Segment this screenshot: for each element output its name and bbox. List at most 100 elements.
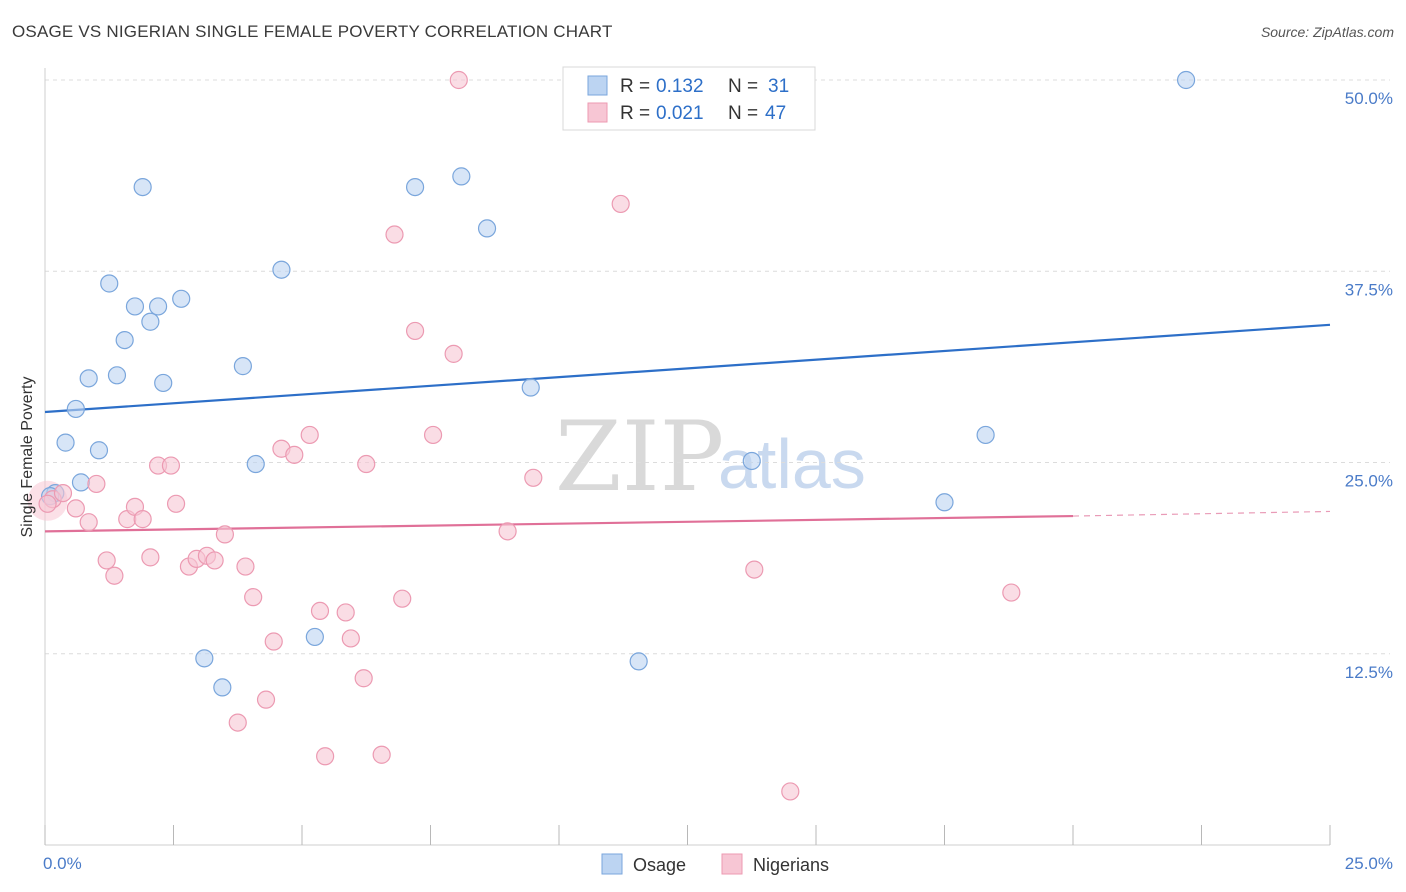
- nigerian-point-32: [357, 454, 376, 474]
- nigerian-point-38: [444, 344, 463, 363]
- y-axis-label: Single Female Poverty: [19, 377, 36, 538]
- watermark-zip: ZIP: [555, 401, 724, 513]
- osage-point-1: [56, 433, 75, 452]
- bottom-legend-nigerians-swatch: [721, 853, 743, 875]
- y-tick-label-1: 25.0%: [1345, 472, 1393, 491]
- source-credit: Source: ZipAtlas.com: [1260, 24, 1394, 40]
- osage-point-26: [742, 451, 761, 471]
- legend-osage-n-label: N =: [728, 76, 758, 97]
- osage-point-4: [71, 473, 91, 492]
- nigerian-point-17: [205, 551, 224, 570]
- nigerian-point-27: [310, 601, 330, 621]
- nigerian-point-30: [341, 629, 360, 648]
- nigerian-point-43: [745, 560, 764, 579]
- legend: R = 0.132 N = 31 R = 0.021 N = 47: [562, 66, 816, 131]
- osage-point-29: [1176, 70, 1196, 90]
- nigerian-point-20: [236, 557, 255, 576]
- nigerian-point-36: [405, 321, 425, 341]
- osage-point-24: [521, 378, 540, 397]
- chart-title: OSAGE VS NIGERIAN SINGLE FEMALE POVERTY …: [12, 22, 613, 41]
- nigerian-trend-extension: [1072, 510, 1331, 517]
- trend-lines: [44, 323, 1331, 533]
- nigerian-point-9: [133, 510, 152, 529]
- legend-nigerians-r-value: 0.021: [656, 103, 704, 124]
- data-points: [27, 70, 1196, 801]
- osage-point-11: [141, 312, 160, 331]
- osage-trend-line: [44, 323, 1331, 414]
- osage-point-6: [100, 274, 119, 293]
- watermark: ZIP atlas: [555, 401, 866, 513]
- nigerian-point-21: [244, 588, 263, 607]
- legend-nigerians-n-label: N =: [728, 103, 758, 124]
- nigerian-point-44: [781, 782, 800, 801]
- nigerian-point-1: [53, 484, 73, 503]
- nigerian-point-6: [105, 566, 124, 585]
- legend-osage-swatch: [587, 75, 608, 96]
- nigerian-point-45: [1002, 583, 1021, 602]
- osage-point-9: [125, 297, 145, 316]
- osage-point-12: [148, 297, 168, 316]
- nigerian-point-4: [87, 474, 106, 494]
- nigerian-point-25: [285, 445, 304, 464]
- nigerian-point-26: [300, 425, 319, 445]
- nigerian-point-40: [498, 522, 517, 541]
- legend-osage-r-label: R =: [620, 76, 650, 97]
- osage-point-13: [154, 373, 173, 393]
- tick-labels: 12.5% 25.0% 37.5% 50.0% 0.0% 25.0%: [43, 89, 1393, 873]
- nigerian-point-2: [66, 499, 85, 518]
- nigerian-point-31: [354, 669, 373, 688]
- y-tick-label-0: 12.5%: [1345, 663, 1393, 682]
- osage-point-23: [477, 219, 497, 238]
- bottom-legend-osage-swatch: [601, 853, 623, 875]
- osage-point-3: [79, 369, 98, 388]
- x-tick-label-0: 0.0%: [43, 854, 82, 873]
- y-tick-label-3: 50.0%: [1345, 89, 1393, 108]
- nigerian-point-5: [97, 551, 116, 570]
- x-tick-label-1: 25.0%: [1345, 854, 1393, 873]
- legend-nigerians-n-value: 47: [765, 103, 786, 124]
- nigerian-point-18: [215, 525, 234, 544]
- nigerian-point-42: [611, 194, 630, 214]
- bottom-legend: Osage Nigerians: [601, 853, 829, 875]
- osage-point-7: [107, 366, 127, 385]
- nigerian-point-33: [372, 745, 391, 764]
- osage-point-14: [172, 289, 191, 308]
- osage-point-17: [246, 454, 265, 474]
- legend-osage-r-value: 0.132: [656, 76, 704, 97]
- bottom-legend-osage-label: Osage: [633, 855, 686, 875]
- legend-nigerians-r-label: R =: [620, 103, 650, 124]
- watermark-atlas: atlas: [718, 425, 866, 503]
- nigerian-point-37: [423, 425, 443, 445]
- nigerian-point-23: [264, 632, 283, 651]
- nigerian-point-22: [256, 690, 276, 709]
- osage-point-18: [233, 357, 252, 376]
- legend-osage-n-value: 31: [768, 76, 789, 97]
- nigerian-point-13: [166, 494, 186, 513]
- osage-point-28: [976, 425, 995, 445]
- y-tick-label-2: 37.5%: [1345, 280, 1393, 299]
- nigerian-point-34: [385, 225, 404, 244]
- nigerian-trend-line: [44, 514, 1074, 533]
- osage-point-21: [405, 178, 425, 197]
- osage-point-5: [89, 441, 109, 460]
- osage-point-19: [272, 260, 291, 279]
- osage-point-10: [133, 178, 152, 197]
- nigerian-point-41: [524, 468, 543, 487]
- osage-point-25: [629, 652, 648, 671]
- osage-point-8: [115, 331, 134, 350]
- nigerian-point-19: [228, 713, 247, 732]
- nigerian-point-29: [336, 603, 355, 622]
- osage-point-22: [452, 167, 471, 186]
- nigerian-point-12: [161, 456, 181, 475]
- nigerian-point-28: [316, 747, 335, 766]
- nigerian-point-46: [38, 494, 57, 513]
- nigerian-point-35: [393, 589, 412, 608]
- legend-nigerians-swatch: [587, 102, 608, 123]
- osage-point-15: [195, 649, 214, 668]
- nigerian-point-3: [79, 513, 98, 532]
- osage-point-27: [935, 493, 954, 512]
- osage-point-20: [305, 627, 324, 647]
- nigerian-point-39: [449, 70, 468, 90]
- axes: [44, 68, 1331, 846]
